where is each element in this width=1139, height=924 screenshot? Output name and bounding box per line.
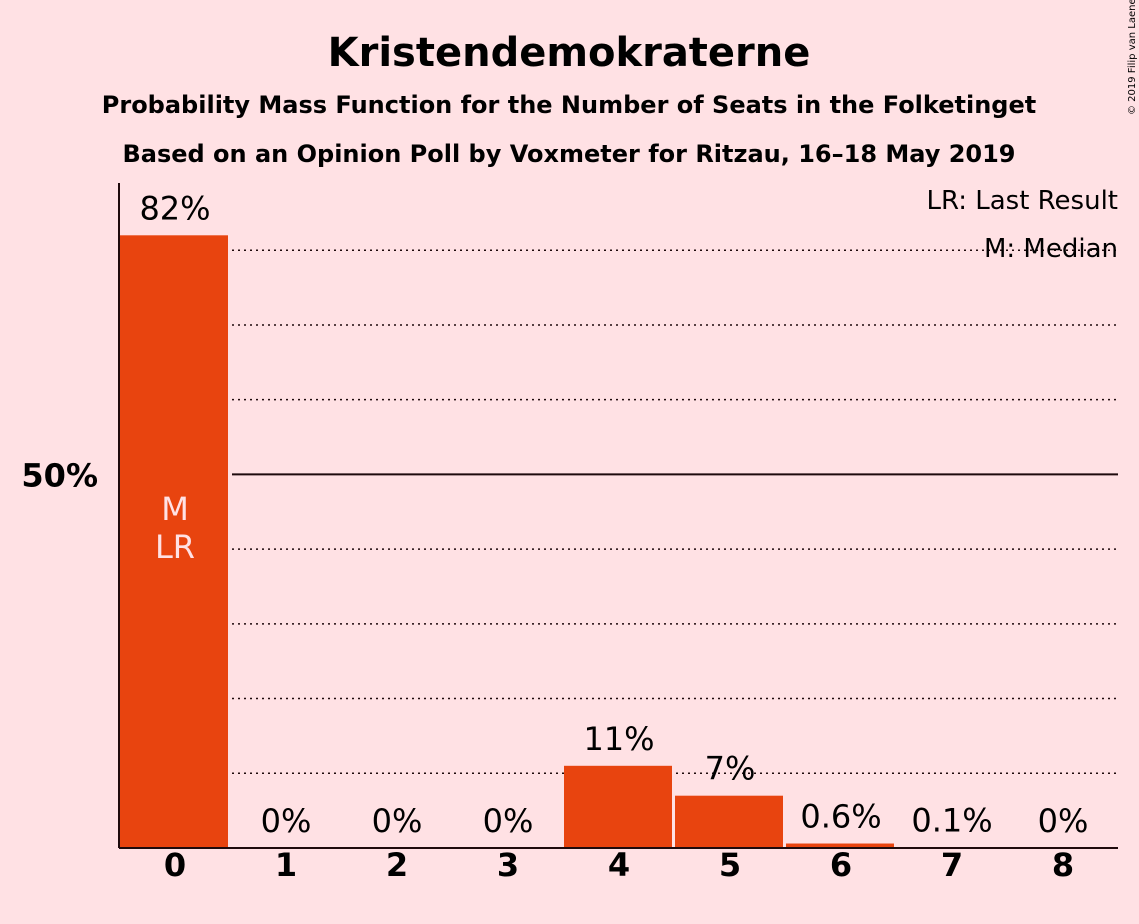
- value-label: 0.6%: [800, 798, 881, 836]
- x-tick-label: 1: [275, 846, 297, 884]
- x-tick-label: 7: [941, 846, 963, 884]
- bar: [675, 795, 783, 848]
- bars: [120, 235, 1005, 849]
- bar-markers: MLR: [155, 490, 195, 566]
- legend-entry: M: Median: [984, 234, 1118, 264]
- gridlines: [232, 249, 1118, 775]
- bar: [564, 765, 672, 848]
- value-label: 0%: [372, 802, 423, 840]
- value-labels: 82% 0% 0% 0% 11% 7% 0.6% 0.1% 0%: [139, 189, 1088, 840]
- chart-title: Kristendemokraterne: [328, 30, 811, 76]
- x-tick-label: 5: [719, 846, 741, 884]
- value-label: 0%: [1038, 802, 1089, 840]
- bar: [786, 843, 894, 848]
- value-label: 0%: [483, 802, 534, 840]
- value-label: 82%: [139, 189, 210, 227]
- x-tick-label: 6: [830, 846, 852, 884]
- x-tick-label: 8: [1052, 846, 1074, 884]
- x-tick-label: 3: [497, 846, 519, 884]
- x-tick-label: 0: [164, 846, 186, 884]
- copyright-text: © 2019 Filip van Laenen: [1127, 0, 1138, 115]
- legend: LR: Last Result M: Median: [926, 186, 1118, 264]
- x-tick-label: 4: [608, 846, 630, 884]
- x-tick-labels: 0 1 2 3 4 5 6 7 8: [164, 846, 1074, 884]
- value-label: 7%: [705, 750, 756, 788]
- x-tick-label: 2: [386, 846, 408, 884]
- bar-marker-label: LR: [155, 528, 195, 566]
- y-tick-labels: 50%: [21, 456, 98, 494]
- y-tick-label: 50%: [21, 456, 98, 494]
- legend-entry: LR: Last Result: [926, 186, 1118, 216]
- bar-marker-label: M: [161, 490, 189, 528]
- value-label: 0.1%: [911, 801, 992, 839]
- value-label: 11%: [583, 720, 654, 758]
- value-label: 0%: [261, 802, 312, 840]
- chart-subtitle: Probability Mass Function for the Number…: [102, 91, 1036, 119]
- chart-subtitle-poll: Based on an Opinion Poll by Voxmeter for…: [122, 140, 1015, 168]
- bar: [120, 235, 228, 849]
